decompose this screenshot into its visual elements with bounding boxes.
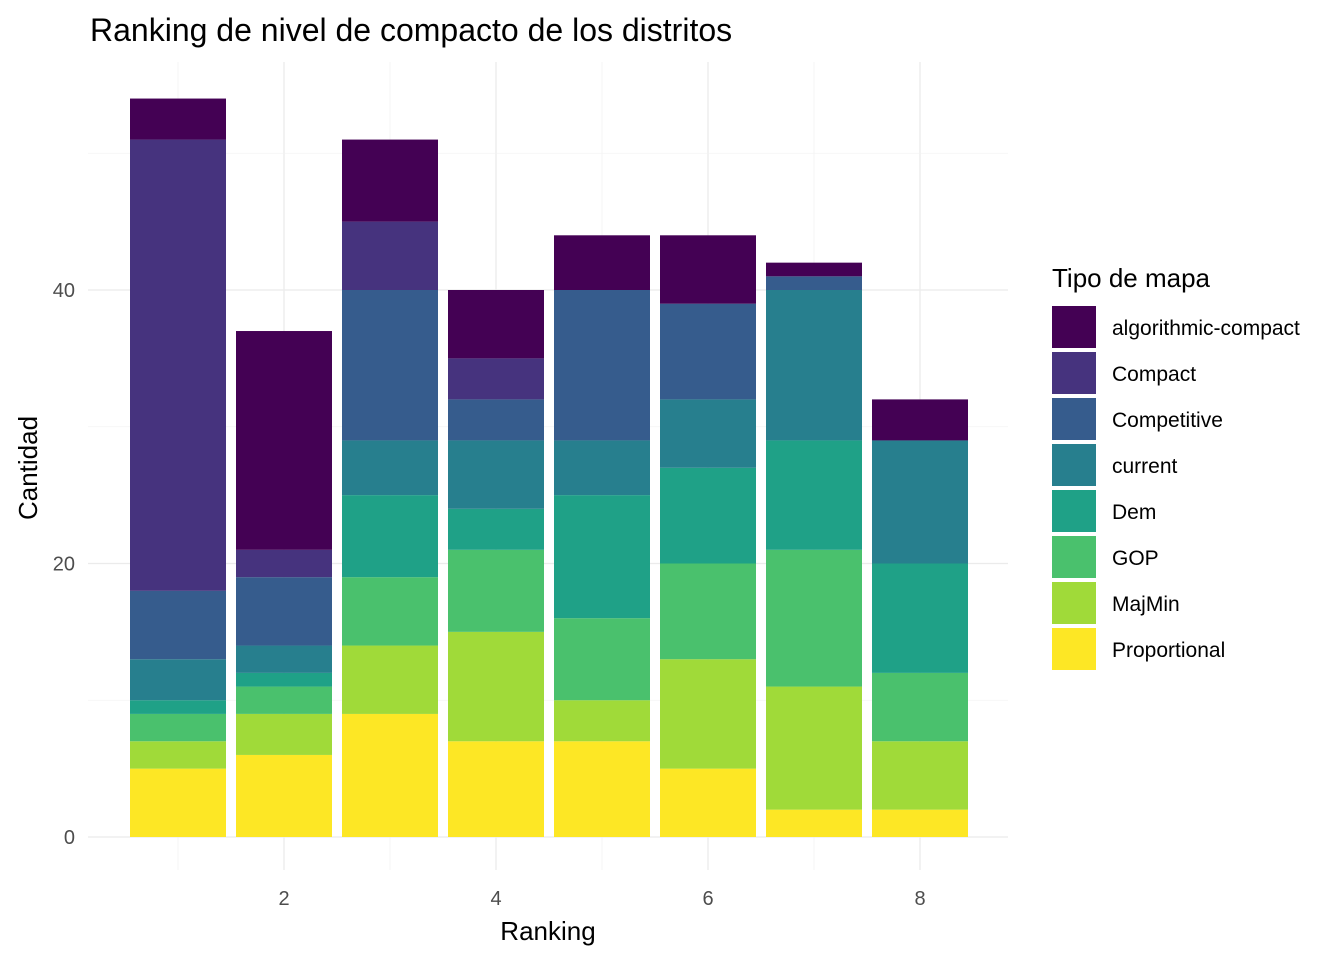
bar-segment-proportional-7 xyxy=(766,809,862,837)
y-tick-label: 20 xyxy=(53,554,75,576)
bar-segment-proportional-1 xyxy=(130,768,226,837)
bar-segment-competitive-1 xyxy=(130,590,226,660)
bar-segment-dem-5 xyxy=(554,495,650,619)
bar-segment-majmin-3 xyxy=(342,645,438,714)
bar-segment-current-5 xyxy=(554,440,650,496)
legend-label-current: current xyxy=(1112,455,1178,478)
bar-segment-dem-2 xyxy=(236,672,332,687)
bar-segment-gop-4 xyxy=(448,549,544,632)
bar-segment-algorithmic-compact-6 xyxy=(660,235,756,304)
bars xyxy=(130,98,968,837)
bar-segment-majmin-8 xyxy=(872,741,968,810)
bar-segment-gop-1 xyxy=(130,713,226,742)
y-tick-label: 40 xyxy=(53,280,75,302)
bar-segment-majmin-7 xyxy=(766,686,862,810)
x-tick-label: 2 xyxy=(278,888,289,910)
y-tick-label: 0 xyxy=(64,827,75,849)
x-tick-label: 8 xyxy=(914,888,925,910)
bar-segment-dem-7 xyxy=(766,440,862,550)
bar-segment-proportional-4 xyxy=(448,741,544,837)
bar-segment-competitive-6 xyxy=(660,303,756,400)
legend-swatch-algorithmic-compact xyxy=(1052,306,1096,348)
bar-segment-majmin-1 xyxy=(130,741,226,769)
legend-label-majmin: MajMin xyxy=(1112,593,1180,616)
bar-segment-compact-4 xyxy=(448,358,544,400)
bar-segment-current-8 xyxy=(872,440,968,564)
bar-segment-proportional-3 xyxy=(342,713,438,837)
bar-segment-gop-5 xyxy=(554,618,650,701)
bar-segment-algorithmic-compact-5 xyxy=(554,235,650,290)
bar-segment-majmin-2 xyxy=(236,713,332,755)
bar-segment-gop-3 xyxy=(342,577,438,646)
bar-segment-current-1 xyxy=(130,659,226,701)
bar-segment-proportional-5 xyxy=(554,741,650,837)
legend-label-competitive: Competitive xyxy=(1112,409,1223,432)
legend-label-proportional: Proportional xyxy=(1112,639,1225,662)
bar-segment-proportional-2 xyxy=(236,754,332,837)
bar-segment-majmin-4 xyxy=(448,631,544,742)
bar-segment-competitive-5 xyxy=(554,290,650,441)
legend-swatch-proportional xyxy=(1052,628,1096,670)
bar-segment-current-6 xyxy=(660,399,756,468)
legend-label-gop: GOP xyxy=(1112,547,1159,570)
y-axis-tick-labels: 0 20 40 xyxy=(53,280,75,849)
bar-segment-current-7 xyxy=(766,290,862,441)
bar-segment-algorithmic-compact-1 xyxy=(130,98,226,140)
bar-segment-current-2 xyxy=(236,645,332,673)
bar-segment-compact-3 xyxy=(342,221,438,290)
bar-segment-compact-1 xyxy=(130,139,226,591)
bar-segment-algorithmic-compact-7 xyxy=(766,262,862,277)
x-axis-title: Ranking xyxy=(500,916,595,946)
legend-label-algorithmic-compact: algorithmic-compact xyxy=(1112,317,1300,340)
bar-segment-competitive-3 xyxy=(342,290,438,441)
bar-segment-current-3 xyxy=(342,440,438,496)
legend: Tipo de mapa algorithmic-compact Compact C… xyxy=(1052,263,1300,670)
legend-swatch-compact xyxy=(1052,352,1096,394)
bar-segment-dem-4 xyxy=(448,508,544,550)
bar-segment-majmin-6 xyxy=(660,659,756,769)
legend-swatch-current xyxy=(1052,444,1096,486)
x-tick-label: 6 xyxy=(702,888,713,910)
bar-segment-dem-8 xyxy=(872,563,968,673)
x-axis-tick-labels: 2 4 6 8 xyxy=(278,888,925,910)
chart-title: Ranking de nivel de compacto de los dist… xyxy=(90,12,732,48)
bar-segment-majmin-5 xyxy=(554,700,650,742)
bar-segment-gop-7 xyxy=(766,549,862,687)
bar-segment-competitive-4 xyxy=(448,399,544,441)
bar-segment-algorithmic-compact-3 xyxy=(342,139,438,222)
bar-segment-gop-8 xyxy=(872,672,968,742)
legend-swatch-dem xyxy=(1052,490,1096,532)
bar-segment-gop-6 xyxy=(660,563,756,660)
bar-segment-competitive-2 xyxy=(236,577,332,646)
bar-segment-dem-3 xyxy=(342,495,438,578)
bar-segment-current-4 xyxy=(448,440,544,509)
bar-segment-algorithmic-compact-4 xyxy=(448,290,544,359)
bar-segment-compact-2 xyxy=(236,549,332,578)
bar-segment-proportional-6 xyxy=(660,768,756,837)
legend-swatch-competitive xyxy=(1052,398,1096,440)
bar-segment-dem-6 xyxy=(660,467,756,564)
legend-swatch-majmin xyxy=(1052,582,1096,624)
legend-swatch-gop xyxy=(1052,536,1096,578)
bar-segment-competitive-7 xyxy=(766,276,862,290)
legend-label-dem: Dem xyxy=(1112,501,1156,524)
bar-segment-dem-1 xyxy=(130,700,226,714)
bar-segment-gop-2 xyxy=(236,686,332,714)
bar-segment-proportional-8 xyxy=(872,809,968,837)
y-axis-title: Cantidad xyxy=(13,416,43,520)
bar-segment-algorithmic-compact-2 xyxy=(236,331,332,550)
bar-segment-algorithmic-compact-8 xyxy=(872,399,968,441)
legend-label-compact: Compact xyxy=(1112,363,1196,386)
legend-title: Tipo de mapa xyxy=(1052,263,1211,293)
x-tick-label: 4 xyxy=(490,888,501,910)
